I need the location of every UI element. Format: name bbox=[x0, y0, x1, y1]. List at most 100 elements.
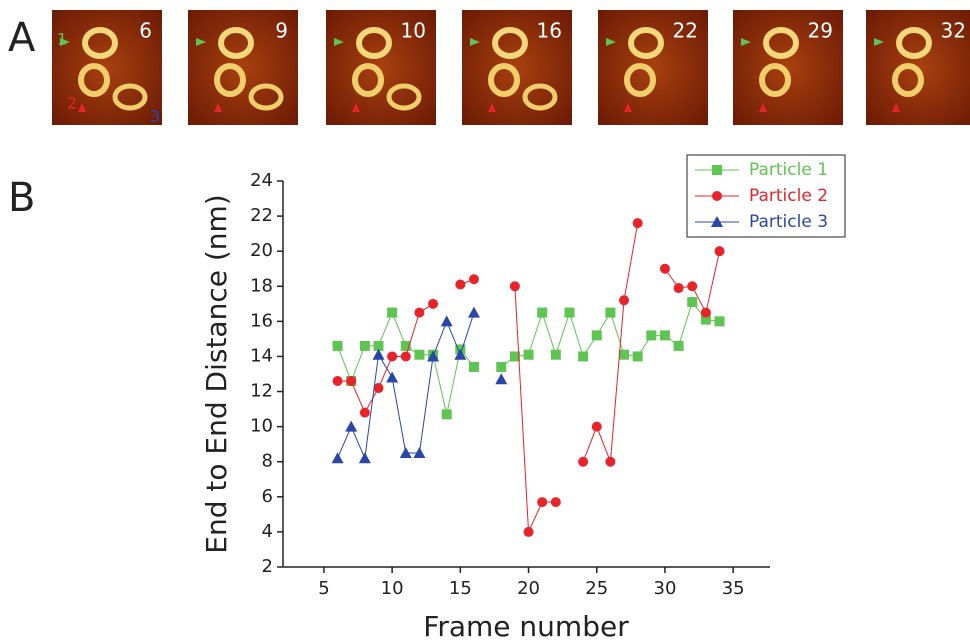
frame-number: 32 bbox=[941, 19, 966, 43]
x-tick-label: 10 bbox=[381, 578, 404, 599]
ring bbox=[492, 27, 528, 59]
arrowhead bbox=[352, 103, 360, 112]
marker bbox=[646, 330, 657, 341]
ring bbox=[628, 27, 664, 59]
arrowhead bbox=[470, 38, 480, 46]
frame-number: 10 bbox=[401, 19, 426, 43]
marker bbox=[578, 456, 589, 467]
marker bbox=[332, 340, 343, 351]
ring bbox=[352, 63, 384, 97]
marker bbox=[673, 283, 684, 294]
marker bbox=[331, 452, 344, 464]
legend-label: Particle 1 bbox=[749, 160, 828, 180]
frame-number: 6 bbox=[139, 19, 152, 43]
marker bbox=[346, 376, 357, 387]
marker bbox=[468, 274, 479, 285]
particle-marker: 1 bbox=[57, 30, 67, 49]
marker bbox=[332, 376, 343, 387]
frame-number: 9 bbox=[275, 19, 288, 43]
y-tick-label: 10 bbox=[250, 416, 273, 437]
y-tick-label: 4 bbox=[262, 521, 273, 542]
ring bbox=[522, 83, 558, 111]
marker bbox=[673, 340, 684, 351]
marker bbox=[619, 295, 630, 306]
ring bbox=[78, 63, 110, 97]
y-axis-label: End to End Distance (nm) bbox=[200, 194, 233, 553]
marker bbox=[427, 350, 440, 362]
marker bbox=[495, 373, 508, 385]
arrowhead bbox=[196, 38, 206, 46]
marker bbox=[358, 452, 371, 464]
marker bbox=[387, 307, 398, 318]
particle-marker: 2 bbox=[67, 94, 77, 113]
ring bbox=[386, 83, 422, 111]
arrowhead bbox=[214, 103, 222, 112]
marker bbox=[523, 349, 534, 360]
marker bbox=[373, 340, 384, 351]
panel-label: A bbox=[8, 15, 36, 61]
ring bbox=[112, 83, 148, 111]
marker bbox=[578, 351, 589, 362]
marker bbox=[413, 446, 426, 458]
marker bbox=[591, 421, 602, 432]
marker bbox=[359, 407, 370, 418]
marker bbox=[687, 297, 698, 308]
arrowhead bbox=[892, 103, 900, 112]
x-axis-label: Frame number bbox=[423, 610, 629, 643]
ring bbox=[218, 27, 254, 59]
marker bbox=[414, 307, 425, 318]
panel-label: B bbox=[8, 175, 35, 221]
arrowhead bbox=[759, 103, 767, 112]
arrowhead bbox=[488, 103, 496, 112]
x-tick-label: 25 bbox=[585, 578, 608, 599]
y-tick-label: 2 bbox=[262, 556, 273, 577]
legend-label: Particle 2 bbox=[749, 186, 828, 206]
marker bbox=[700, 307, 711, 318]
ring bbox=[763, 27, 799, 59]
arrowhead bbox=[741, 38, 751, 46]
marker bbox=[441, 409, 452, 420]
marker bbox=[659, 330, 670, 341]
marker bbox=[399, 446, 412, 458]
arrowhead bbox=[874, 38, 884, 46]
marker bbox=[440, 315, 453, 327]
marker bbox=[359, 340, 370, 351]
ring bbox=[759, 63, 791, 97]
marker bbox=[659, 263, 670, 274]
arrowhead bbox=[334, 38, 344, 46]
ring bbox=[892, 63, 924, 97]
y-tick-label: 16 bbox=[250, 310, 273, 331]
marker bbox=[550, 497, 561, 508]
y-tick-label: 12 bbox=[250, 381, 273, 402]
marker bbox=[564, 307, 575, 318]
marker bbox=[372, 348, 385, 360]
x-tick-label: 30 bbox=[654, 578, 677, 599]
marker bbox=[428, 298, 439, 309]
ring bbox=[248, 83, 284, 111]
series-line bbox=[337, 223, 721, 533]
arrowhead bbox=[78, 103, 86, 112]
marker bbox=[496, 361, 507, 372]
frame-number: 16 bbox=[537, 19, 562, 43]
marker bbox=[714, 246, 725, 257]
y-tick-label: 20 bbox=[250, 240, 273, 261]
marker bbox=[386, 371, 399, 383]
marker bbox=[700, 314, 711, 325]
arrowhead bbox=[60, 38, 70, 46]
ring bbox=[356, 27, 392, 59]
marker bbox=[468, 361, 479, 372]
arrowhead bbox=[606, 38, 616, 46]
marker bbox=[387, 351, 398, 362]
legend-marker bbox=[711, 216, 723, 227]
ring bbox=[896, 27, 932, 59]
ring bbox=[82, 27, 118, 59]
y-tick-label: 8 bbox=[262, 451, 273, 472]
frame-number: 22 bbox=[673, 19, 698, 43]
series-line bbox=[338, 313, 502, 459]
y-tick-label: 18 bbox=[250, 275, 273, 296]
marker bbox=[509, 281, 520, 292]
legend-marker bbox=[712, 165, 722, 175]
marker bbox=[537, 497, 548, 508]
legend-label: Particle 3 bbox=[749, 212, 828, 232]
marker bbox=[454, 348, 467, 360]
